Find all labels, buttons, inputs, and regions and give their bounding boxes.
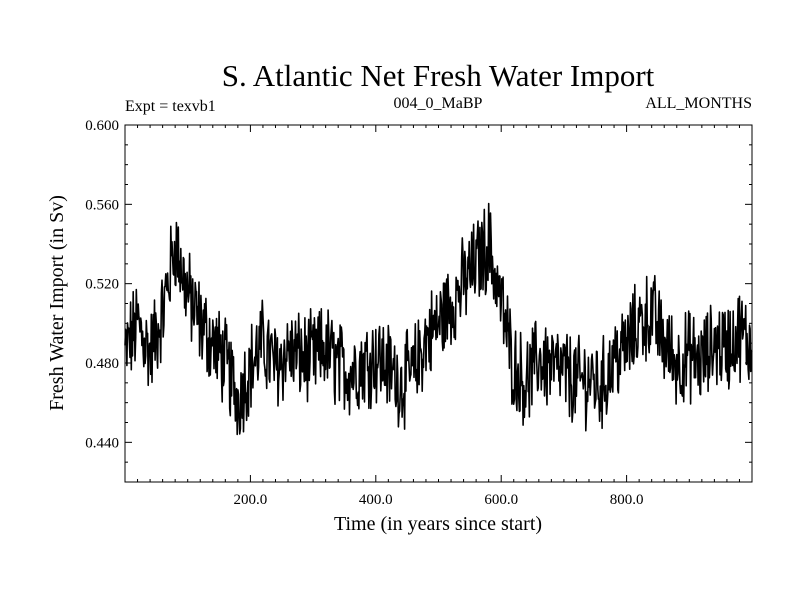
subtitle-months: ALL_MONTHS [645, 95, 752, 112]
subtitle-case: 004_0_MaBP [394, 95, 483, 112]
plot-frame [124, 124, 753, 483]
y-axis: 0.440 0.480 0.520 0.560 0.600 [85, 118, 752, 463]
y-tick-label: 0.440 [85, 435, 119, 451]
x-tick-label: 800.0 [610, 492, 644, 508]
series-line-fresh_water_import [124, 202, 753, 436]
x-axis-label: Time (in years since start) [334, 513, 542, 535]
x-axis: 200.0 400.0 600.0 800.0 [137, 125, 740, 508]
plot-area [124, 202, 753, 436]
x-tick-label: 200.0 [234, 492, 268, 508]
chart-title: S. Atlantic Net Fresh Water Import [222, 58, 655, 93]
y-axis-label: Fresh Water Import (in Sv) [46, 195, 68, 411]
x-tick-label: 400.0 [359, 492, 393, 508]
y-tick-label: 0.480 [85, 356, 119, 372]
y-tick-label: 0.600 [85, 118, 119, 134]
x-tick-label: 600.0 [484, 492, 518, 508]
subtitle-expt: Expt = texvb1 [125, 98, 216, 115]
y-tick-label: 0.560 [85, 197, 119, 213]
y-tick-label: 0.520 [85, 277, 119, 293]
